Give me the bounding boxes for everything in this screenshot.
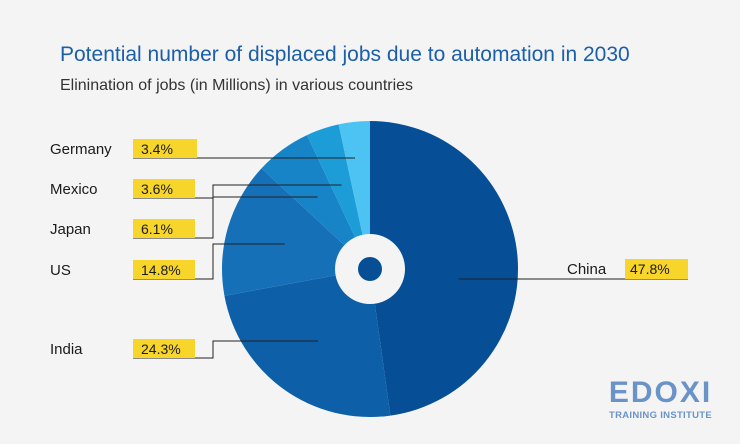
slice-label-germany: Germany 3.4% — [50, 139, 355, 159]
value-highlight — [133, 219, 195, 238]
slice-name: Germany — [50, 141, 112, 158]
chart-subtitle: Elinination of jobs (in Millions) in var… — [60, 77, 414, 94]
slice-value: 24.3% — [141, 341, 181, 357]
slice-label-india: India 24.3% — [50, 339, 318, 359]
pie-slice-japan — [261, 135, 370, 269]
pie-slice-india — [224, 269, 391, 418]
value-highlight — [133, 139, 197, 158]
donut-center-dot — [358, 257, 382, 281]
slice-value: 47.8% — [630, 261, 670, 277]
slice-name: Mexico — [50, 181, 98, 198]
slice-name: Japan — [50, 221, 91, 238]
pie-slice-mexico — [306, 124, 370, 269]
pie-slice-china — [370, 121, 519, 416]
logo-tagline: TRAINING INSTITUTE — [608, 410, 713, 421]
slice-label-us: US 14.8% — [50, 243, 285, 280]
slice-value: 3.6% — [141, 181, 173, 197]
slice-value: 6.1% — [141, 221, 173, 237]
slice-label-mexico: Mexico 3.6% — [50, 179, 342, 199]
slice-value: 3.4% — [141, 141, 173, 157]
value-highlight — [625, 259, 688, 279]
value-highlight — [133, 339, 195, 358]
slice-name: India — [50, 341, 83, 358]
slice-label-china: China 47.8% — [458, 259, 688, 280]
slice-value: 14.8% — [141, 262, 181, 278]
pie-slice-us — [222, 168, 370, 296]
logo-wordmark: EDOXI — [608, 376, 713, 409]
slice-label-japan: Japan 6.1% — [50, 196, 318, 239]
value-highlight — [133, 179, 195, 198]
value-highlight — [133, 260, 195, 279]
slice-name: China — [567, 261, 607, 278]
slice-name: US — [50, 262, 71, 279]
edoxi-logo: EDOXI TRAINING INSTITUTE — [603, 376, 718, 422]
chart-title: Potential number of displaced jobs due t… — [60, 43, 630, 66]
